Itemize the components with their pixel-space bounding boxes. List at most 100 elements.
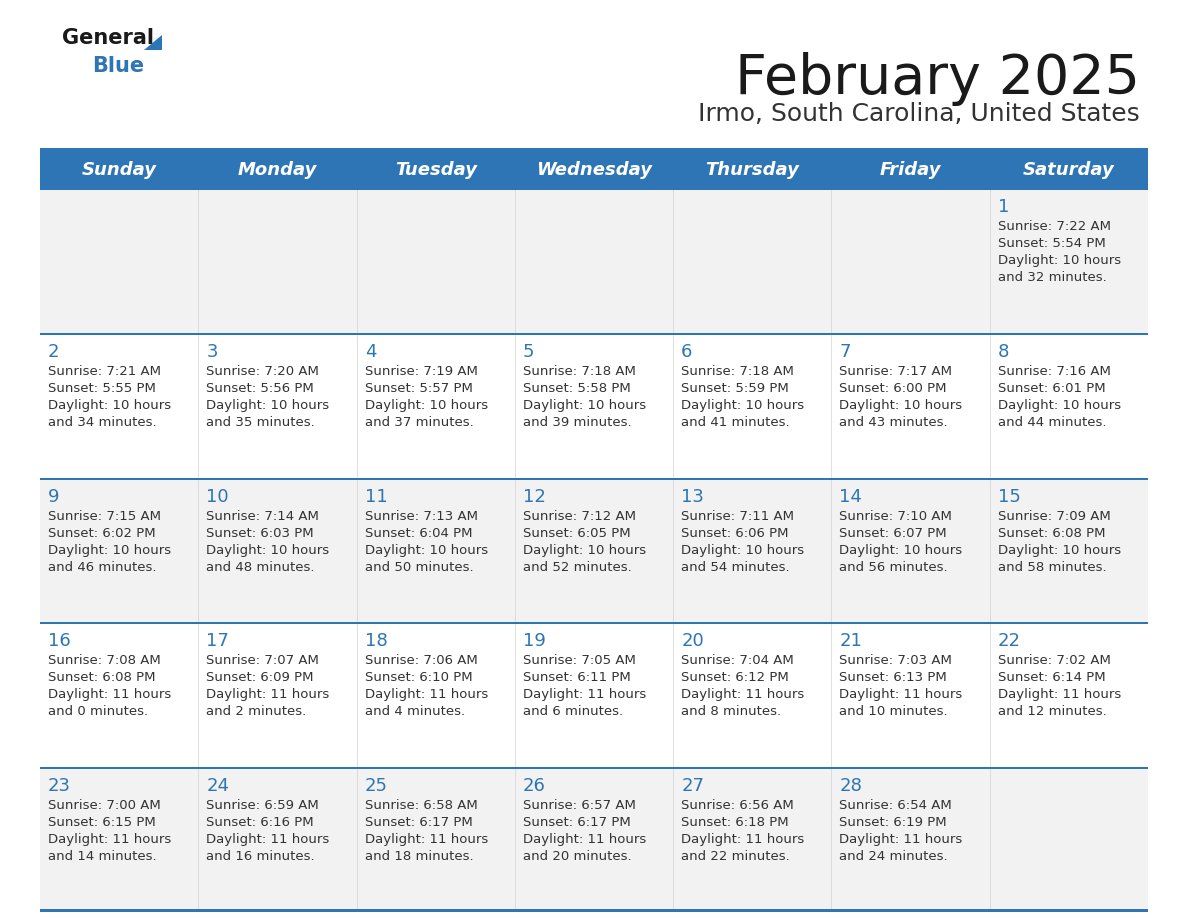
Text: Sunrise: 6:59 AM: Sunrise: 6:59 AM: [207, 800, 320, 812]
Bar: [40, 622, 1148, 767]
Text: Sunset: 6:08 PM: Sunset: 6:08 PM: [48, 671, 156, 685]
Text: Daylight: 11 hours: Daylight: 11 hours: [48, 834, 171, 846]
Text: 21: 21: [840, 633, 862, 650]
Bar: [40, 188, 1148, 190]
Text: Sunrise: 6:54 AM: Sunrise: 6:54 AM: [840, 800, 952, 812]
Text: Daylight: 10 hours: Daylight: 10 hours: [840, 398, 962, 412]
Text: Sunset: 6:15 PM: Sunset: 6:15 PM: [48, 816, 156, 829]
Text: Sunset: 6:00 PM: Sunset: 6:00 PM: [840, 382, 947, 395]
Bar: [40, 333, 1148, 335]
Text: and 20 minutes.: and 20 minutes.: [523, 850, 632, 863]
Text: Sunset: 6:07 PM: Sunset: 6:07 PM: [840, 527, 947, 540]
Text: Sunrise: 7:08 AM: Sunrise: 7:08 AM: [48, 655, 160, 667]
Text: Daylight: 11 hours: Daylight: 11 hours: [365, 834, 488, 846]
Text: and 12 minutes.: and 12 minutes.: [998, 705, 1106, 719]
Text: Sunrise: 7:19 AM: Sunrise: 7:19 AM: [365, 364, 478, 378]
Text: Sunrise: 7:20 AM: Sunrise: 7:20 AM: [207, 364, 320, 378]
Text: 14: 14: [840, 487, 862, 506]
Text: Daylight: 10 hours: Daylight: 10 hours: [207, 543, 329, 556]
Text: 15: 15: [998, 487, 1020, 506]
Text: Daylight: 10 hours: Daylight: 10 hours: [840, 543, 962, 556]
Text: 28: 28: [840, 778, 862, 795]
Text: and 10 minutes.: and 10 minutes.: [840, 705, 948, 719]
Text: 26: 26: [523, 778, 545, 795]
Text: Daylight: 10 hours: Daylight: 10 hours: [523, 543, 646, 556]
Text: Tuesday: Tuesday: [394, 161, 476, 179]
Text: 10: 10: [207, 487, 229, 506]
Text: Sunrise: 7:03 AM: Sunrise: 7:03 AM: [840, 655, 953, 667]
Text: and 52 minutes.: and 52 minutes.: [523, 561, 632, 574]
Bar: [40, 767, 1148, 912]
Text: Sunset: 5:58 PM: Sunset: 5:58 PM: [523, 382, 631, 395]
Text: and 35 minutes.: and 35 minutes.: [207, 416, 315, 429]
Polygon shape: [144, 35, 162, 50]
Text: Sunset: 6:17 PM: Sunset: 6:17 PM: [365, 816, 473, 829]
Text: Sunday: Sunday: [82, 161, 157, 179]
Text: Daylight: 11 hours: Daylight: 11 hours: [365, 688, 488, 701]
Text: Sunrise: 7:10 AM: Sunrise: 7:10 AM: [840, 509, 953, 522]
Text: 23: 23: [48, 778, 71, 795]
Text: Daylight: 10 hours: Daylight: 10 hours: [207, 398, 329, 412]
Text: and 2 minutes.: and 2 minutes.: [207, 705, 307, 719]
Text: 22: 22: [998, 633, 1020, 650]
Text: Daylight: 11 hours: Daylight: 11 hours: [523, 834, 646, 846]
Text: Daylight: 11 hours: Daylight: 11 hours: [840, 688, 962, 701]
Text: 3: 3: [207, 342, 217, 361]
Text: 11: 11: [365, 487, 387, 506]
Text: Daylight: 10 hours: Daylight: 10 hours: [998, 398, 1120, 412]
Text: Sunset: 6:12 PM: Sunset: 6:12 PM: [681, 671, 789, 685]
Text: Sunset: 6:10 PM: Sunset: 6:10 PM: [365, 671, 472, 685]
Text: 27: 27: [681, 778, 704, 795]
Text: and 16 minutes.: and 16 minutes.: [207, 850, 315, 863]
Text: Daylight: 11 hours: Daylight: 11 hours: [998, 688, 1121, 701]
Text: Wednesday: Wednesday: [536, 161, 652, 179]
Text: 16: 16: [48, 633, 71, 650]
Text: Sunset: 6:17 PM: Sunset: 6:17 PM: [523, 816, 631, 829]
Text: Sunrise: 7:02 AM: Sunrise: 7:02 AM: [998, 655, 1111, 667]
Text: Sunrise: 7:18 AM: Sunrise: 7:18 AM: [523, 364, 636, 378]
Text: Daylight: 10 hours: Daylight: 10 hours: [365, 398, 488, 412]
Bar: [40, 767, 1148, 769]
Bar: [40, 333, 1148, 477]
Text: Sunrise: 7:18 AM: Sunrise: 7:18 AM: [681, 364, 794, 378]
Bar: [40, 622, 1148, 624]
Text: Daylight: 10 hours: Daylight: 10 hours: [365, 543, 488, 556]
Text: Friday: Friday: [880, 161, 941, 179]
Text: Sunset: 6:05 PM: Sunset: 6:05 PM: [523, 527, 631, 540]
Text: Sunset: 6:08 PM: Sunset: 6:08 PM: [998, 527, 1105, 540]
Text: and 48 minutes.: and 48 minutes.: [207, 561, 315, 574]
Text: Sunrise: 7:22 AM: Sunrise: 7:22 AM: [998, 220, 1111, 233]
Text: and 22 minutes.: and 22 minutes.: [681, 850, 790, 863]
Text: Sunrise: 7:15 AM: Sunrise: 7:15 AM: [48, 509, 162, 522]
Text: Sunrise: 6:57 AM: Sunrise: 6:57 AM: [523, 800, 636, 812]
Text: Daylight: 10 hours: Daylight: 10 hours: [681, 398, 804, 412]
Text: and 56 minutes.: and 56 minutes.: [840, 561, 948, 574]
Text: Sunrise: 6:56 AM: Sunrise: 6:56 AM: [681, 800, 794, 812]
Text: Sunrise: 7:17 AM: Sunrise: 7:17 AM: [840, 364, 953, 378]
Text: 8: 8: [998, 342, 1009, 361]
Text: Sunset: 6:16 PM: Sunset: 6:16 PM: [207, 816, 314, 829]
Text: and 41 minutes.: and 41 minutes.: [681, 416, 790, 429]
Text: Daylight: 11 hours: Daylight: 11 hours: [207, 688, 329, 701]
Text: Sunrise: 7:16 AM: Sunrise: 7:16 AM: [998, 364, 1111, 378]
Bar: [40, 148, 1148, 152]
Text: and 39 minutes.: and 39 minutes.: [523, 416, 632, 429]
Text: Daylight: 10 hours: Daylight: 10 hours: [998, 254, 1120, 267]
Text: and 54 minutes.: and 54 minutes.: [681, 561, 790, 574]
Text: and 14 minutes.: and 14 minutes.: [48, 850, 157, 863]
Text: Sunset: 6:13 PM: Sunset: 6:13 PM: [840, 671, 947, 685]
Text: Sunrise: 7:06 AM: Sunrise: 7:06 AM: [365, 655, 478, 667]
Text: Blue: Blue: [91, 56, 144, 76]
Text: Sunset: 5:56 PM: Sunset: 5:56 PM: [207, 382, 314, 395]
Text: 19: 19: [523, 633, 545, 650]
Text: and 18 minutes.: and 18 minutes.: [365, 850, 473, 863]
Text: Sunrise: 7:12 AM: Sunrise: 7:12 AM: [523, 509, 636, 522]
Text: 6: 6: [681, 342, 693, 361]
Text: and 32 minutes.: and 32 minutes.: [998, 271, 1106, 284]
Text: 18: 18: [365, 633, 387, 650]
Text: Sunrise: 7:00 AM: Sunrise: 7:00 AM: [48, 800, 160, 812]
Text: Sunset: 6:14 PM: Sunset: 6:14 PM: [998, 671, 1105, 685]
Text: and 34 minutes.: and 34 minutes.: [48, 416, 157, 429]
Bar: [40, 477, 1148, 479]
Text: Sunset: 6:11 PM: Sunset: 6:11 PM: [523, 671, 631, 685]
